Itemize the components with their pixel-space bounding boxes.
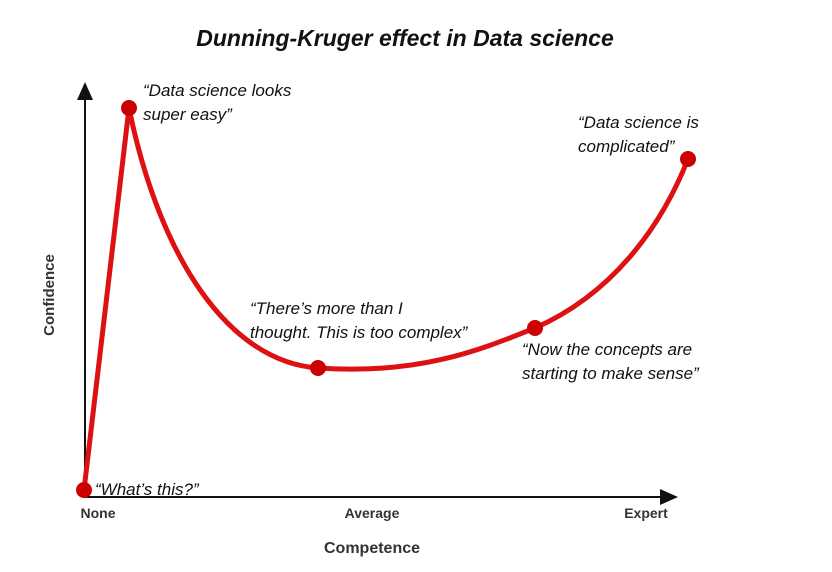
y-axis-label: Confidence — [41, 254, 58, 336]
annotation: “Data science looks — [143, 81, 292, 100]
curve-point — [680, 151, 696, 167]
x-axis-label: Competence — [324, 540, 420, 557]
x-tick-label: Expert — [624, 505, 668, 521]
curve-point — [310, 360, 326, 376]
x-tick-label: None — [81, 505, 116, 521]
annotation: super easy” — [143, 105, 233, 124]
x-tick-label: Average — [345, 505, 400, 521]
curve-point — [527, 320, 543, 336]
annotation: “Data science is — [578, 113, 699, 132]
annotation: thought. This is too complex” — [250, 323, 469, 342]
title: Dunning-Kruger effect in Data science — [196, 25, 614, 51]
annotation: starting to make sense” — [522, 364, 700, 383]
confidence-curve — [81, 105, 691, 491]
curve-point — [76, 482, 92, 498]
annotation: “What’s this?” — [95, 480, 200, 499]
annotation: “There’s more than I — [250, 299, 403, 318]
annotation: complicated” — [578, 137, 676, 156]
curve-point — [121, 100, 137, 116]
annotation: “Now the concepts are — [522, 340, 692, 359]
